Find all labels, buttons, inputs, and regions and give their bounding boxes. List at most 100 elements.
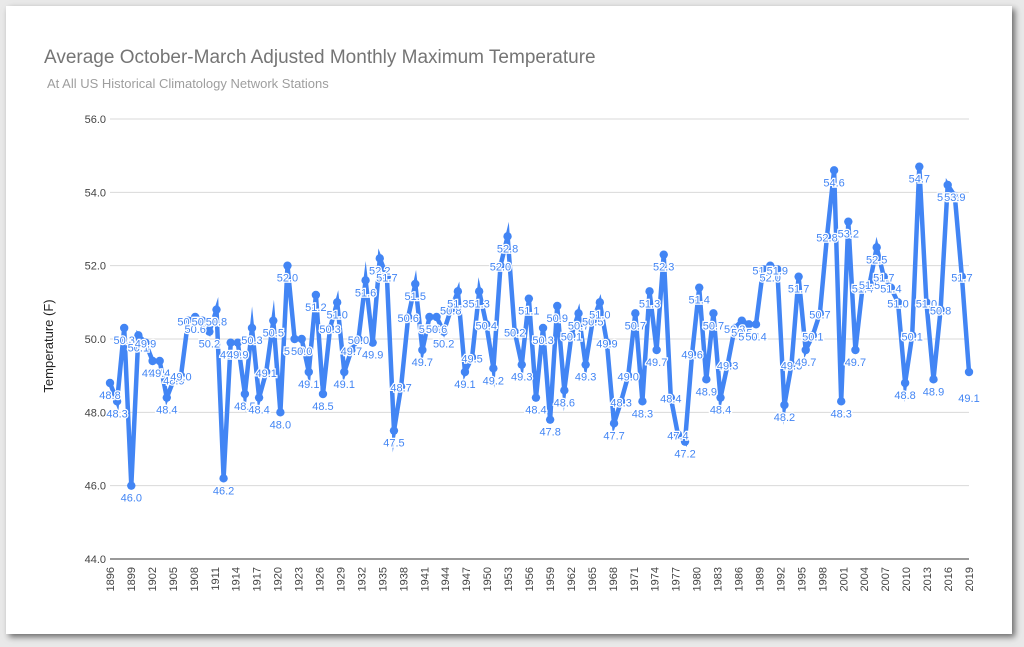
data-point — [673, 430, 683, 439]
data-label: 50.0 — [348, 335, 369, 347]
data-point — [233, 338, 242, 347]
data-point — [269, 316, 278, 325]
data-label: 47.7 — [603, 430, 624, 442]
data-point — [389, 426, 399, 435]
data-label: 50.6 — [419, 324, 440, 336]
data-point — [425, 312, 434, 322]
data-label: 49.9 — [227, 350, 248, 362]
data-label: 49.1 — [255, 368, 276, 380]
data-label: 49.5 — [461, 353, 482, 365]
x-tick-label: 1980 — [692, 567, 704, 591]
data-label: 48.0 — [270, 419, 291, 431]
x-tick-label: 1944 — [440, 567, 452, 591]
x-tick-label: 1950 — [482, 567, 494, 591]
data-point — [801, 345, 810, 355]
x-tick-label: 1995 — [796, 567, 808, 591]
data-label: 51.1 — [518, 306, 539, 318]
data-point — [631, 309, 640, 318]
data-label: 52.0 — [277, 273, 298, 285]
x-tick-label: 1968 — [608, 567, 620, 591]
x-tick-label: 2001 — [838, 567, 850, 591]
x-tick-label: 1974 — [650, 567, 662, 591]
data-point — [403, 312, 413, 322]
data-point — [922, 298, 931, 307]
data-point — [560, 386, 569, 395]
data-label: 54.6 — [823, 177, 844, 189]
data-point — [829, 166, 839, 175]
data-point — [964, 367, 974, 377]
data-label: 49.7 — [412, 357, 433, 369]
data-label: 48.4 — [248, 405, 269, 417]
data-label: 53.2 — [838, 229, 859, 241]
x-tick-label: 1905 — [168, 567, 180, 591]
data-label: 50.8 — [930, 306, 951, 318]
x-tick-label: 1977 — [671, 567, 683, 591]
data-label: 48.9 — [163, 375, 184, 387]
data-label: 51.0 — [326, 309, 347, 321]
data-point — [531, 393, 541, 402]
data-point — [815, 309, 825, 318]
data-point — [602, 338, 612, 347]
data-point — [872, 243, 881, 252]
data-point — [787, 360, 796, 369]
data-point — [439, 327, 448, 336]
data-point — [553, 301, 562, 311]
data-point — [347, 345, 356, 355]
data-label: 48.3 — [632, 408, 653, 420]
data-point — [453, 287, 463, 296]
data-point — [290, 334, 299, 344]
data-point — [702, 375, 711, 384]
x-tick-label: 1935 — [377, 567, 389, 591]
data-point — [680, 437, 690, 446]
data-label: 48.8 — [99, 390, 120, 402]
data-point — [879, 272, 889, 281]
data-label: 50.6 — [426, 324, 447, 336]
x-tick-label: 2013 — [922, 567, 934, 591]
data-label: 48.8 — [894, 390, 915, 402]
data-label: 50.4 — [738, 331, 759, 343]
data-point — [716, 393, 725, 402]
data-label: 47.5 — [383, 438, 404, 450]
data-point — [169, 375, 179, 384]
data-label: 50.3 — [241, 335, 262, 347]
data-point — [368, 338, 377, 347]
data-label: 50.5 — [582, 317, 603, 329]
x-tick-label: 1947 — [461, 567, 473, 591]
data-point — [900, 378, 910, 388]
data-point — [297, 334, 306, 344]
data-label: 49.1 — [298, 379, 319, 391]
data-point — [588, 316, 597, 325]
data-label: 52.0 — [490, 262, 511, 274]
data-point — [489, 364, 498, 373]
data-point — [709, 309, 718, 318]
data-point — [780, 400, 789, 410]
x-tick-label: 1911 — [210, 567, 222, 591]
x-tick-label: 1956 — [524, 567, 536, 591]
y-tick-label: 56.0 — [85, 114, 106, 126]
data-point — [503, 232, 512, 241]
y-tick-label: 48.0 — [85, 407, 106, 419]
data-point — [240, 389, 250, 399]
chart-card: Average October-March Adjusted Monthly M… — [6, 6, 1012, 634]
data-point — [361, 276, 370, 285]
data-point — [105, 378, 115, 388]
x-tick-label: 1986 — [734, 567, 746, 591]
data-label: 54.7 — [909, 174, 930, 186]
data-point — [212, 305, 221, 314]
data-point — [758, 265, 768, 274]
data-point — [567, 331, 576, 340]
data-label: 51.7 — [951, 273, 972, 285]
data-label: 49.7 — [845, 357, 866, 369]
data-label: 48.2 — [774, 412, 795, 424]
chart-title: Average October-March Adjusted Monthly M… — [44, 47, 596, 68]
data-label: 50.3 — [319, 324, 340, 336]
data-label: 49.9 — [135, 339, 156, 351]
data-point — [396, 382, 406, 391]
data-label: 50.3 — [724, 324, 745, 336]
data-label: 48.5 — [312, 401, 333, 413]
data-point — [325, 323, 335, 333]
data-label: 50.7 — [703, 320, 724, 332]
data-label: 52.8 — [816, 232, 837, 244]
data-label: 48.9 — [923, 386, 944, 398]
x-tick-label: 1998 — [817, 567, 829, 591]
